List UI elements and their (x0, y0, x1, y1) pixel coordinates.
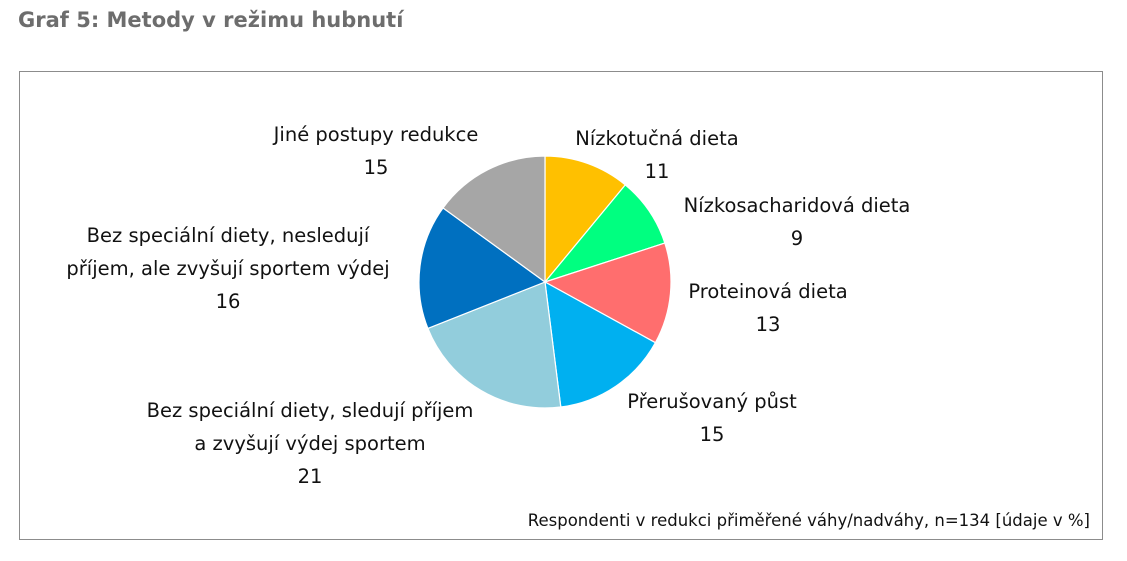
slice-value: 11 (644, 160, 670, 183)
slice-label: Nízkosacharidová dieta 9 (684, 189, 911, 255)
slice-label-text: Jiné postupy redukce (273, 123, 479, 146)
slice-label: Nízkotučná dieta 11 (575, 122, 738, 188)
chart-heading: Graf 5: Metody v režimu hubnutí (18, 8, 404, 32)
slice-label: Přerušovaný půst 15 (627, 385, 797, 451)
pie-slice (544, 280, 657, 408)
slice-label-text: Bez speciální diety, nesledují (86, 224, 370, 247)
slice-label-text: Bez speciální diety, sledují příjem (146, 399, 474, 422)
slice-value: 15 (699, 423, 725, 446)
pie-slice (427, 281, 562, 409)
pie-slice (544, 155, 627, 284)
slice-value: 15 (363, 156, 389, 179)
slice-label-text: a zvyšují výdej sportem (194, 432, 426, 455)
pie-slice (543, 242, 672, 344)
chart-footnote: Respondenti v redukci přiměřené váhy/nad… (527, 511, 1090, 530)
slice-label: Jiné postupy redukce 15 (274, 118, 479, 184)
slice-label-text: Nízkosacharidová dieta (683, 194, 911, 217)
slice-label-text: Proteinová dieta (688, 280, 848, 303)
slice-label-text: Přerušovaný půst (627, 390, 797, 413)
pie-slice (442, 155, 546, 284)
slice-label-text: Nízkotučná dieta (575, 127, 739, 150)
slice-value: 21 (297, 465, 323, 488)
pie-slice (418, 207, 547, 330)
slice-value: 9 (790, 227, 804, 250)
slice-label: Bez speciální diety, sledují příjem a zvy… (147, 394, 474, 493)
slice-value: 16 (215, 290, 241, 313)
slice-label-text: příjem, ale zvyšují sportem výdej (66, 257, 390, 280)
chart-frame (19, 71, 1103, 540)
slice-label: Bez speciální diety, nesledují příjem, al… (66, 219, 389, 318)
slice-label: Proteinová dieta 13 (688, 275, 847, 341)
slice-value: 13 (755, 313, 781, 336)
